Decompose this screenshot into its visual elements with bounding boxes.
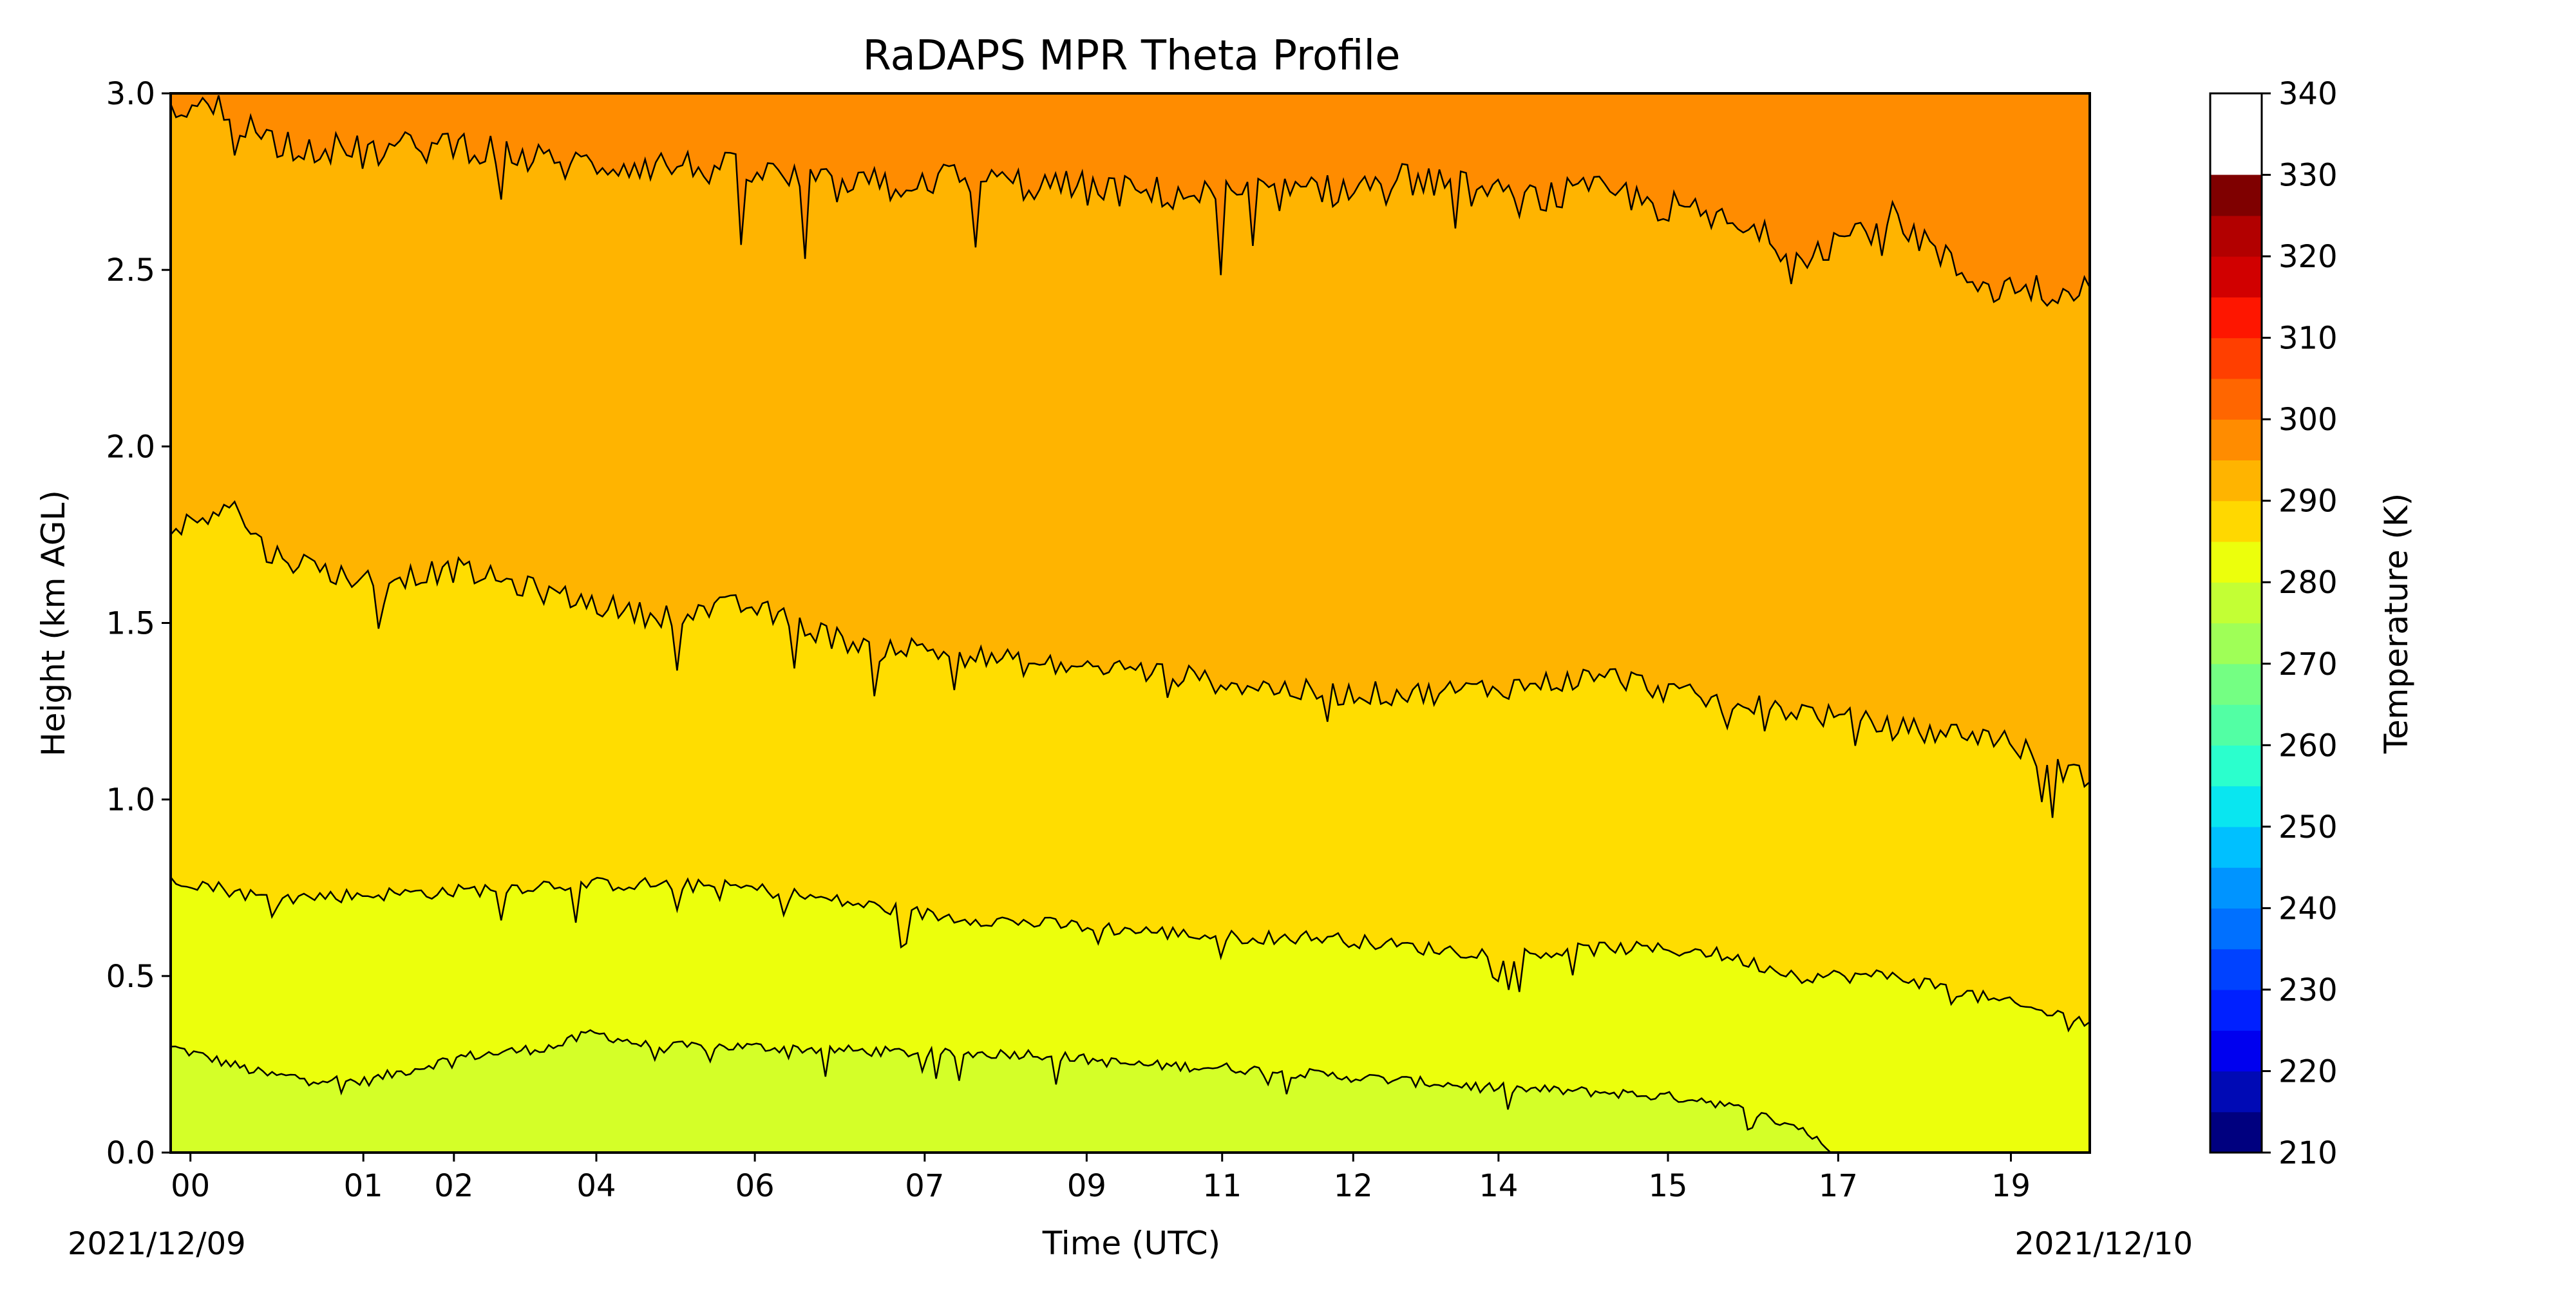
colorbar-tick-label: 330 bbox=[2278, 158, 2338, 194]
y-axis-title: Height (km AGL) bbox=[35, 490, 72, 757]
colorbar-tick-label: 260 bbox=[2278, 728, 2338, 764]
y-tick-label: 1.5 bbox=[106, 606, 155, 642]
colorbar-tick-label: 250 bbox=[2278, 809, 2338, 845]
colorbar-tick-label: 340 bbox=[2278, 76, 2338, 112]
x-tick-label: 09 bbox=[1067, 1168, 1106, 1204]
colorbar-tick-label: 320 bbox=[2278, 239, 2338, 275]
region-fill bbox=[171, 1030, 1831, 1153]
colorbar-tick-label: 230 bbox=[2278, 972, 2338, 1008]
x-tick-label: 00 bbox=[171, 1168, 210, 1204]
colorbar-tick-label: 210 bbox=[2278, 1135, 2338, 1171]
contour-line bbox=[171, 95, 2090, 307]
contour-line bbox=[171, 876, 2090, 1033]
colorbar-swatch bbox=[2210, 582, 2262, 624]
x-tick-label: 07 bbox=[905, 1168, 944, 1204]
x-tick-label: 11 bbox=[1202, 1168, 1242, 1204]
colorbar-tick-label: 270 bbox=[2278, 646, 2338, 683]
colorbar-swatch bbox=[2210, 500, 2262, 542]
colorbar-swatch bbox=[2210, 1071, 2262, 1113]
contour-lines bbox=[171, 95, 2090, 1153]
x-start-date-label: 2021/12/09 bbox=[68, 1226, 246, 1262]
colorbar-swatch bbox=[2210, 623, 2262, 664]
colorbar-swatch bbox=[2210, 256, 2262, 297]
colorbar bbox=[2210, 174, 2262, 1153]
colorbar-swatch bbox=[2210, 460, 2262, 502]
colorbar-tick-label: 310 bbox=[2278, 321, 2338, 357]
x-end-date-label: 2021/12/10 bbox=[2014, 1226, 2193, 1262]
colorbar-ticks: 210 220 230 240 250 260 270 280 290 300 310 320 330 3… bbox=[2262, 76, 2338, 1171]
contour-line bbox=[171, 1029, 1832, 1153]
x-tick-label: 19 bbox=[1991, 1168, 2031, 1204]
colorbar-swatch bbox=[2210, 745, 2262, 787]
colorbar-frame bbox=[2209, 92, 2263, 1154]
x-axis-title: Time (UTC) bbox=[1042, 1225, 1220, 1262]
x-tick-label: 12 bbox=[1334, 1168, 1373, 1204]
colorbar-swatch bbox=[2210, 297, 2262, 339]
x-tick-label: 15 bbox=[1648, 1168, 1687, 1204]
x-tick-label: 01 bbox=[344, 1168, 383, 1204]
x-tick-label: 06 bbox=[735, 1168, 775, 1204]
colorbar-swatch bbox=[2210, 867, 2262, 909]
y-tick-label: 1.0 bbox=[106, 782, 155, 818]
x-tick-label: 04 bbox=[576, 1168, 616, 1204]
colorbar-tick-label: 220 bbox=[2278, 1053, 2338, 1089]
y-tick-label: 2.5 bbox=[106, 252, 155, 288]
colorbar-tick-label: 240 bbox=[2278, 891, 2338, 927]
y-tick-label: 0.5 bbox=[106, 959, 155, 995]
colorbar-swatch bbox=[2210, 1111, 2262, 1153]
colorbar-swatch bbox=[2210, 786, 2262, 827]
colorbar-tick-label: 280 bbox=[2278, 565, 2338, 601]
chart-title: RaDAPS MPR Theta Profile bbox=[862, 32, 1400, 80]
colorbar-swatch bbox=[2210, 541, 2262, 583]
colorbar-swatch bbox=[2210, 663, 2262, 705]
colorbar-swatch bbox=[2210, 826, 2262, 868]
x-axis: 00 01 02 04 06 07 09 11 12 14 15 17 19 bbox=[171, 1153, 2031, 1204]
y-tick-label: 0.0 bbox=[106, 1135, 155, 1171]
colorbar-swatch bbox=[2210, 174, 2262, 216]
filled-contour-regions bbox=[171, 93, 2090, 1153]
colorbar-swatch bbox=[2210, 337, 2262, 379]
contour-line bbox=[171, 500, 2090, 818]
colorbar-swatch bbox=[2210, 948, 2262, 990]
colorbar-tick-label: 300 bbox=[2278, 402, 2338, 438]
y-tick-label: 2.0 bbox=[106, 429, 155, 465]
y-axis: 0.0 0.5 1.0 1.5 2.0 2.5 3.0 bbox=[106, 76, 171, 1171]
colorbar-swatch bbox=[2210, 378, 2262, 420]
colorbar-tick-label: 290 bbox=[2278, 484, 2338, 520]
x-tick-label: 14 bbox=[1479, 1168, 1518, 1204]
x-tick-label: 17 bbox=[1819, 1168, 1858, 1204]
y-tick-label: 3.0 bbox=[106, 76, 155, 112]
colorbar-swatch bbox=[2210, 1030, 2262, 1072]
colorbar-swatch bbox=[2210, 704, 2262, 746]
colorbar-label: Temperature (K) bbox=[2378, 493, 2415, 754]
colorbar-swatch bbox=[2210, 215, 2262, 257]
colorbar-swatch bbox=[2210, 419, 2262, 461]
x-tick-label: 02 bbox=[434, 1168, 473, 1204]
colorbar-swatch bbox=[2210, 989, 2262, 1031]
colorbar-swatch bbox=[2210, 908, 2262, 950]
